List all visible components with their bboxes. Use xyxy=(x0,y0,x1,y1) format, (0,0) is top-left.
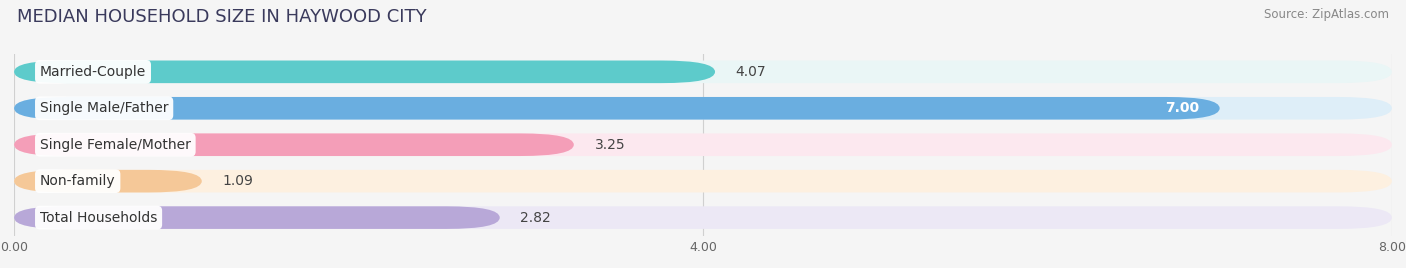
Text: Single Male/Father: Single Male/Father xyxy=(39,101,169,115)
FancyBboxPatch shape xyxy=(14,61,1392,83)
FancyBboxPatch shape xyxy=(14,97,1392,120)
FancyBboxPatch shape xyxy=(14,133,1392,156)
Text: Source: ZipAtlas.com: Source: ZipAtlas.com xyxy=(1264,8,1389,21)
FancyBboxPatch shape xyxy=(14,170,1392,192)
Text: Single Female/Mother: Single Female/Mother xyxy=(39,138,191,152)
FancyBboxPatch shape xyxy=(14,206,1392,229)
Text: 1.09: 1.09 xyxy=(222,174,253,188)
Text: MEDIAN HOUSEHOLD SIZE IN HAYWOOD CITY: MEDIAN HOUSEHOLD SIZE IN HAYWOOD CITY xyxy=(17,8,426,26)
FancyBboxPatch shape xyxy=(14,61,716,83)
FancyBboxPatch shape xyxy=(14,97,1219,120)
FancyBboxPatch shape xyxy=(14,206,499,229)
Text: 7.00: 7.00 xyxy=(1166,101,1199,115)
FancyBboxPatch shape xyxy=(14,133,574,156)
Text: Non-family: Non-family xyxy=(39,174,115,188)
Text: Married-Couple: Married-Couple xyxy=(39,65,146,79)
FancyBboxPatch shape xyxy=(14,170,202,192)
Text: 2.82: 2.82 xyxy=(520,211,551,225)
Text: Total Households: Total Households xyxy=(39,211,157,225)
Text: 3.25: 3.25 xyxy=(595,138,626,152)
Text: 4.07: 4.07 xyxy=(735,65,766,79)
